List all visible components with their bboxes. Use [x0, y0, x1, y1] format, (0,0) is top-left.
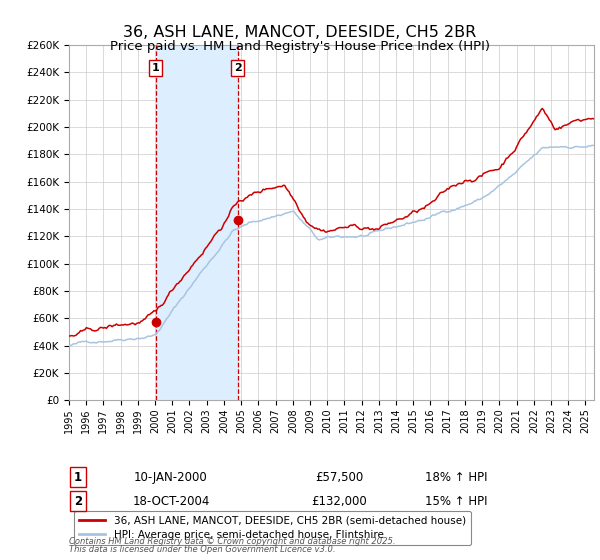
- Text: 18% ↑ HPI: 18% ↑ HPI: [425, 470, 487, 484]
- Text: This data is licensed under the Open Government Licence v3.0.: This data is licensed under the Open Gov…: [69, 545, 335, 554]
- Text: 2: 2: [234, 63, 242, 73]
- Bar: [155, 45, 238, 400]
- Text: 1: 1: [74, 470, 82, 484]
- Legend: 36, ASH LANE, MANCOT, DEESIDE, CH5 2BR (semi-detached house), HPI: Average price: 36, ASH LANE, MANCOT, DEESIDE, CH5 2BR (…: [74, 511, 471, 545]
- Text: 36, ASH LANE, MANCOT, DEESIDE, CH5 2BR: 36, ASH LANE, MANCOT, DEESIDE, CH5 2BR: [124, 25, 476, 40]
- Text: 10-JAN-2000: 10-JAN-2000: [134, 470, 208, 484]
- Text: £57,500: £57,500: [315, 470, 363, 484]
- Text: Price paid vs. HM Land Registry's House Price Index (HPI): Price paid vs. HM Land Registry's House …: [110, 40, 490, 53]
- Text: 1: 1: [152, 63, 160, 73]
- Text: 2: 2: [74, 494, 82, 508]
- Text: 15% ↑ HPI: 15% ↑ HPI: [425, 494, 487, 508]
- Text: 18-OCT-2004: 18-OCT-2004: [133, 494, 209, 508]
- Text: £132,000: £132,000: [311, 494, 367, 508]
- Text: Contains HM Land Registry data © Crown copyright and database right 2025.: Contains HM Land Registry data © Crown c…: [69, 537, 395, 546]
